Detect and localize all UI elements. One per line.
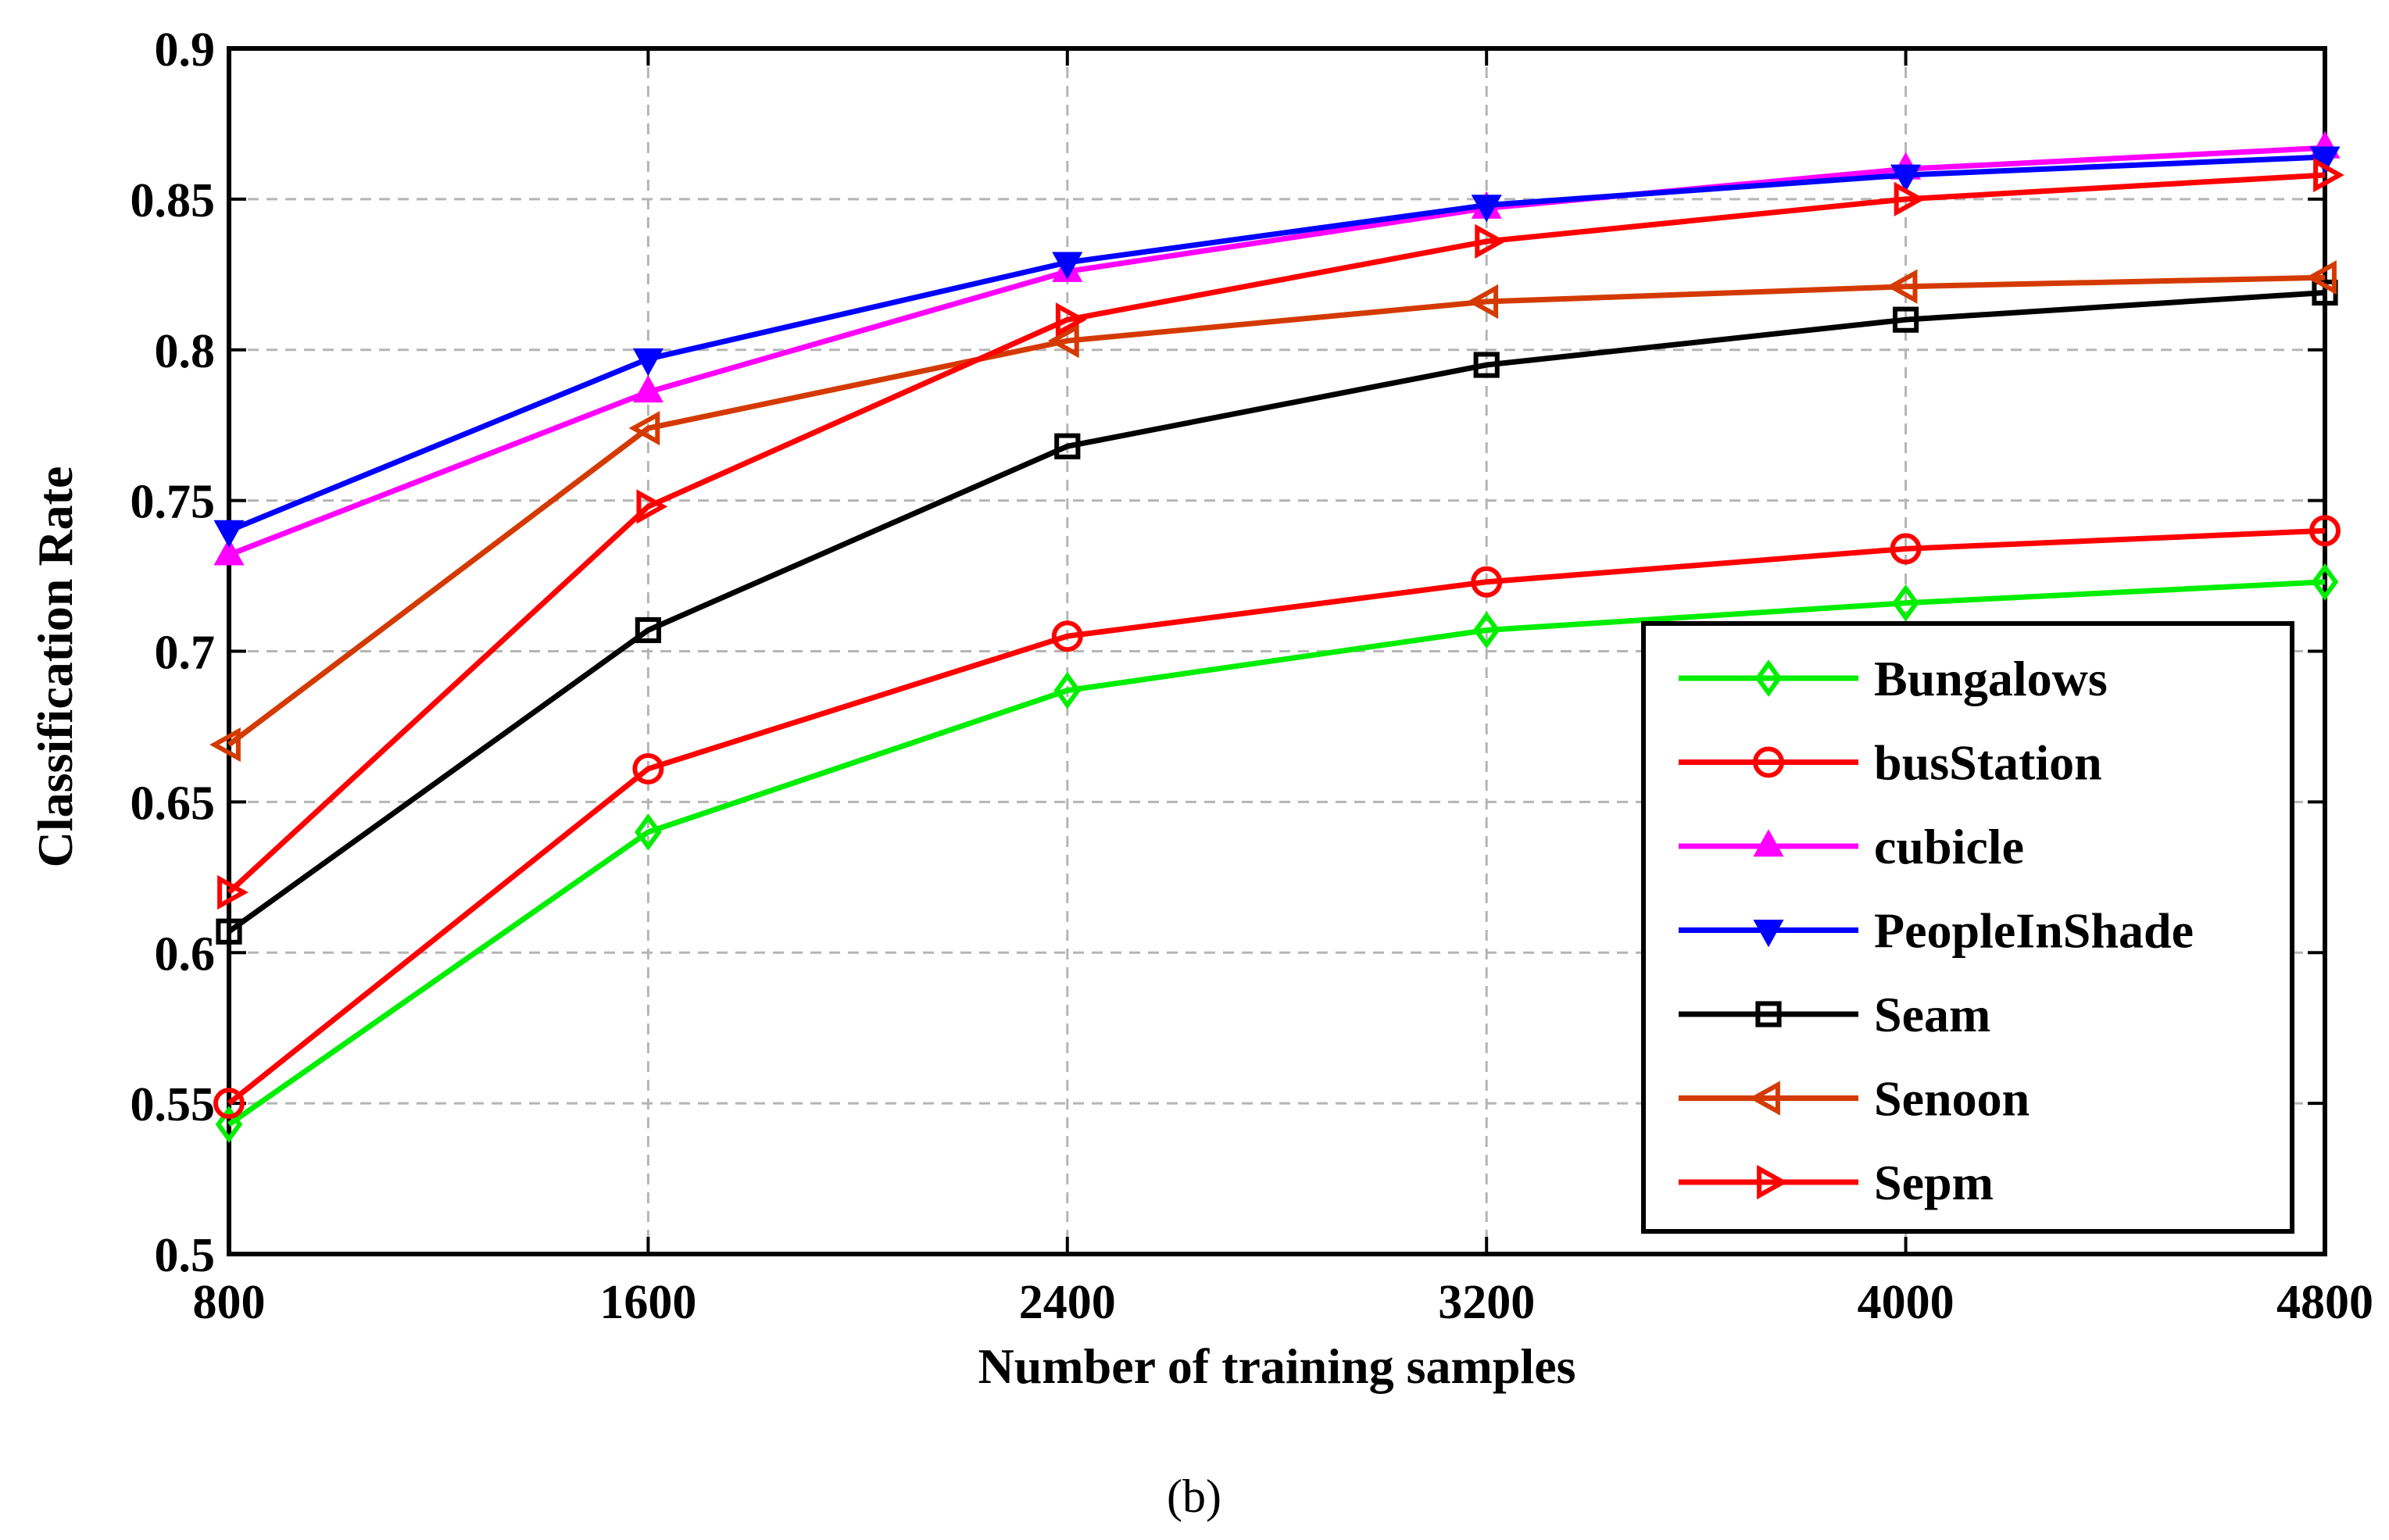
- y-tick-label: 0.75: [131, 476, 216, 529]
- x-tick-label: 4800: [2276, 1276, 2373, 1329]
- series-busstation: [213, 515, 2341, 1120]
- data-point-peopleinshade: [1890, 164, 1922, 192]
- data-point-seam: [635, 616, 661, 644]
- data-point-bungalows: [1892, 584, 1919, 622]
- y-tick-label: 0.85: [131, 174, 216, 227]
- data-point-senoon: [1886, 269, 1918, 304]
- data-point-cubicle: [632, 374, 663, 403]
- data-point-seam: [1893, 306, 1919, 333]
- data-point-peopleinshade: [1052, 252, 1083, 280]
- data-point-busstation: [1471, 566, 1503, 598]
- y-tick-label: 0.6: [155, 927, 216, 981]
- y-axis-label: Classification Rate: [27, 466, 83, 868]
- legend-item-seam: Seam: [1679, 987, 1990, 1042]
- x-tick-label: 800: [193, 1276, 266, 1329]
- data-point-peopleinshade: [632, 348, 663, 377]
- data-point-bungalows: [2311, 563, 2339, 601]
- series-line-cubicle: [227, 145, 2326, 558]
- data-series: [209, 130, 2344, 1143]
- series-line-busstation: [227, 527, 2326, 1106]
- figure-caption: (b): [1167, 1470, 1221, 1522]
- data-point-sepm: [1475, 223, 1507, 259]
- y-tick-label: 0.9: [155, 23, 216, 77]
- series-bungalows: [215, 563, 2339, 1143]
- legend-item-busstation: busStation: [1679, 735, 2102, 791]
- legend-label: PeopleInShade: [1874, 903, 2194, 959]
- legend-marker: [1754, 659, 1783, 697]
- series-line-sepm: [227, 172, 2326, 895]
- legend-marker: [1753, 829, 1784, 857]
- series-line-bungalows: [227, 579, 2326, 1127]
- data-point-senoon: [209, 727, 241, 763]
- legend-marker: [1749, 1081, 1780, 1116]
- legend-label: Seam: [1874, 987, 1990, 1042]
- data-point-seam: [1473, 352, 1500, 378]
- x-tick-label: 1600: [599, 1276, 696, 1329]
- legend-item-peopleinshade: PeopleInShade: [1679, 903, 2194, 959]
- data-point-sepm: [1894, 181, 1926, 216]
- data-point-busstation: [632, 752, 664, 784]
- data-point-sepm: [217, 875, 249, 910]
- data-point-bungalows: [215, 1106, 243, 1143]
- data-point-senoon: [2305, 260, 2337, 295]
- series-line-peopleinshade: [227, 154, 2326, 534]
- legend-label: Sepm: [1874, 1155, 1994, 1210]
- legend-item-bungalows: Bungalows: [1679, 651, 2108, 706]
- series-line-seam: [227, 289, 2326, 934]
- legend-label: busStation: [1874, 735, 2102, 791]
- data-point-seam: [1054, 433, 1081, 459]
- data-point-busstation: [1890, 533, 1922, 565]
- legend: Bungalows busStation cubicle PeopleInShade S…: [1641, 621, 2294, 1234]
- data-point-busstation: [2309, 515, 2341, 547]
- x-tick-label: 4000: [1858, 1276, 1954, 1329]
- data-point-peopleinshade: [1471, 195, 1502, 223]
- data-point-seam: [216, 918, 242, 945]
- x-tick-label: 2400: [1019, 1276, 1116, 1329]
- data-point-peopleinshade: [213, 520, 245, 548]
- data-point-busstation: [1051, 620, 1083, 652]
- y-tick-label: 0.8: [155, 325, 216, 378]
- x-tick-label: 3200: [1438, 1276, 1535, 1329]
- data-point-cubicle: [213, 538, 245, 566]
- legend-label: Bungalows: [1874, 651, 2108, 706]
- series-sepm: [217, 157, 2344, 910]
- legend-item-senoon: Senoon: [1679, 1071, 2030, 1127]
- series-peopleinshade: [213, 146, 2341, 548]
- axis-ticks: 800 1600 2400 3200 4000 4800 0.5 0.55 0.6 0.65 0.7…: [131, 23, 2374, 1329]
- y-tick-label: 0.65: [131, 777, 216, 830]
- data-point-peopleinshade: [2309, 146, 2341, 174]
- data-point-senoon: [628, 410, 660, 446]
- data-point-senoon: [1047, 323, 1079, 359]
- data-point-busstation: [213, 1088, 245, 1120]
- legend-item-sepm: Sepm: [1679, 1155, 1994, 1210]
- y-tick-label: 0.7: [155, 627, 216, 680]
- legend-marker: [1753, 920, 1784, 948]
- legend-marker: [1757, 1164, 1788, 1200]
- legend-label: Senoon: [1874, 1071, 2030, 1127]
- data-point-sepm: [636, 489, 668, 524]
- legend-marker: [1753, 746, 1784, 778]
- legend-label: cubicle: [1874, 819, 2024, 874]
- series-line-senoon: [227, 274, 2326, 747]
- data-point-sepm: [2313, 157, 2344, 193]
- y-tick-label: 0.55: [131, 1078, 216, 1131]
- data-point-senoon: [1467, 284, 1499, 320]
- data-point-sepm: [1055, 302, 1087, 338]
- data-point-bungalows: [1472, 611, 1500, 649]
- data-point-bungalows: [635, 813, 662, 851]
- legend-item-cubicle: cubicle: [1679, 819, 2024, 874]
- data-point-bungalows: [1053, 671, 1082, 709]
- legend-marker: [1755, 1001, 1782, 1027]
- y-tick-label: 0.5: [155, 1229, 216, 1282]
- x-axis-label: Number of training samples: [978, 1338, 1575, 1394]
- series-senoon: [209, 260, 2337, 763]
